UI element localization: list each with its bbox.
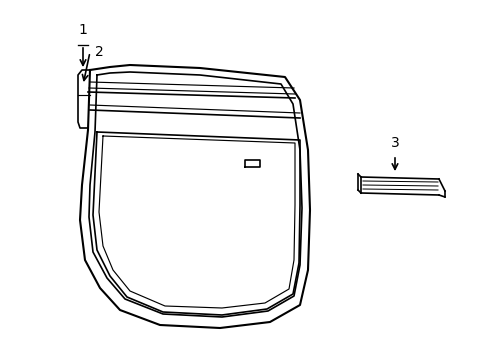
Text: 3: 3 (390, 136, 399, 150)
Text: 1: 1 (79, 23, 87, 37)
Text: 2: 2 (95, 45, 103, 59)
